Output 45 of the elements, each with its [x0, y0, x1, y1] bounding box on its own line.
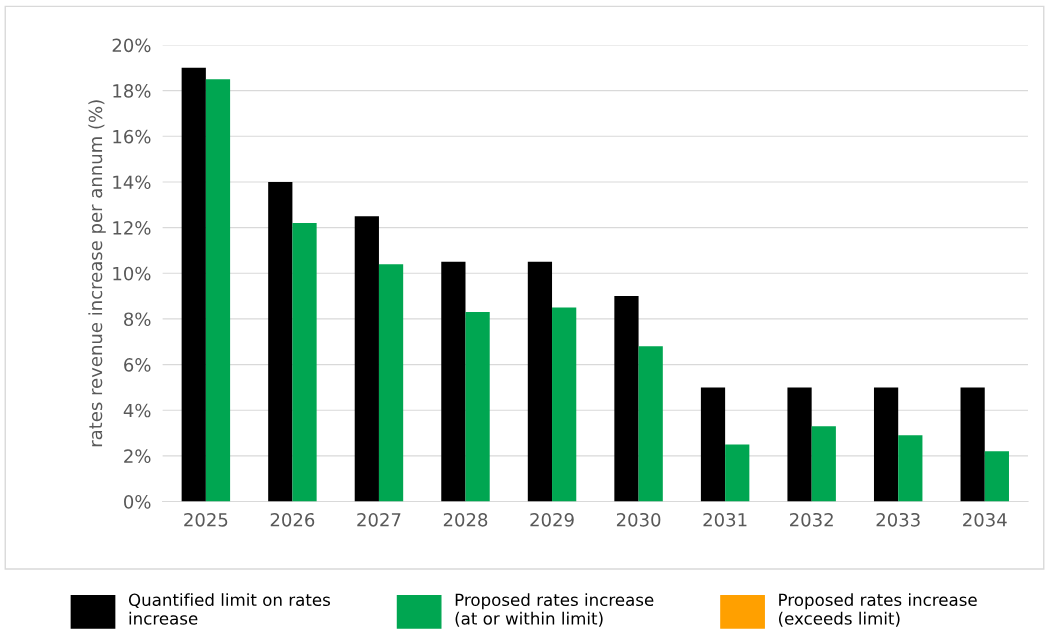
legend-label: Quantified limit on rates increase: [128, 593, 330, 625]
x-tick-label: 2030: [616, 512, 661, 527]
legend-label: Proposed rates increase (at or within limit): [455, 593, 654, 627]
bar: [638, 346, 663, 502]
x-tick-label: 2029: [530, 512, 574, 527]
bar: [614, 296, 639, 502]
bar: [268, 181, 293, 502]
bar: [441, 261, 466, 502]
y-tick-label: 10%: [113, 266, 151, 281]
x-tick-label: 2025: [184, 512, 228, 527]
x-tick-label: 2034: [963, 512, 1007, 527]
bar: [465, 312, 490, 502]
y-tick-label: 20%: [112, 38, 151, 53]
y-tick-label: 8%: [124, 312, 151, 327]
bar: [354, 216, 379, 502]
bar: [527, 261, 553, 502]
bar: [984, 451, 1009, 502]
bar: [811, 426, 836, 502]
bar: [292, 223, 317, 502]
bar: [787, 387, 812, 502]
y-tick-label: 2%: [124, 449, 151, 463]
y-tick-label: 12%: [113, 221, 151, 235]
y-tick-label: 14%: [113, 175, 151, 190]
x-tick-label: 2028: [443, 512, 488, 527]
y-tick-label: 4%: [123, 403, 151, 418]
x-tick-label: 2031: [703, 512, 747, 527]
y-tick-label: 18%: [113, 84, 151, 98]
legend-label: Proposed rates increase (exceeds limit): [779, 593, 977, 627]
bar: [552, 307, 577, 502]
bar: [725, 444, 750, 502]
y-tick-label: 6%: [124, 358, 151, 372]
bar: [700, 387, 726, 502]
x-tick-label: 2027: [357, 512, 401, 527]
bar: [960, 387, 985, 502]
x-tick-label: 2032: [790, 512, 833, 527]
x-tick-label: 2026: [270, 512, 315, 527]
bar: [873, 387, 899, 502]
bar: [205, 79, 231, 502]
y-axis-title: rates revenue increase per annum (%): [88, 100, 106, 447]
bar: [898, 435, 923, 502]
y-tick-label: 0%: [124, 495, 151, 509]
y-tick-label: 16%: [113, 129, 151, 144]
bar: [378, 264, 404, 502]
bar: [181, 67, 206, 502]
x-tick-label: 2033: [876, 512, 920, 527]
